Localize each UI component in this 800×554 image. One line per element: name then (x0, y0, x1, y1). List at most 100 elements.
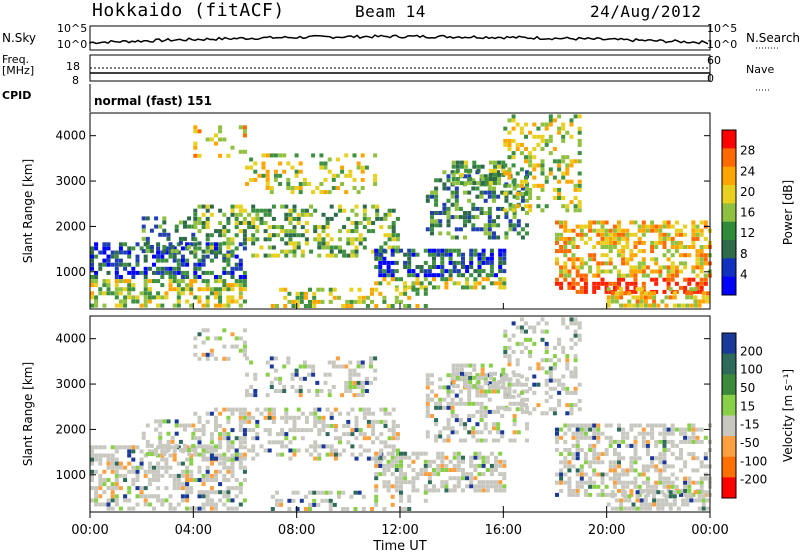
velocity-cell (430, 414, 434, 418)
velocity-cell (654, 443, 659, 448)
velocity-cell (532, 374, 537, 379)
velocity-cell (374, 484, 379, 489)
velocity-cell (456, 476, 461, 481)
velocity-cell (464, 371, 469, 376)
power-cell (222, 241, 227, 246)
power-cell (354, 225, 359, 230)
velocity-cell (374, 463, 379, 468)
power-cell (567, 236, 572, 241)
power-cell (123, 250, 128, 255)
power-cell (147, 295, 152, 300)
velocity-cell (333, 456, 338, 461)
power-cell (563, 269, 568, 274)
velocity-cell (641, 472, 646, 477)
power-cell (354, 245, 359, 250)
power-cell (565, 204, 570, 209)
velocity-cell (444, 463, 449, 468)
power-cell (467, 211, 472, 215)
power-cell (532, 167, 537, 172)
power-cell (583, 224, 588, 229)
velocity-cell (201, 452, 206, 457)
velocity-cell (379, 419, 384, 424)
power-cell (373, 182, 378, 186)
velocity-cell (438, 377, 443, 382)
power-cell (456, 269, 461, 274)
velocity-cell (563, 456, 568, 461)
velocity-cell (191, 443, 196, 448)
velocity-cell (251, 444, 256, 449)
power-cell (629, 269, 634, 274)
velocity-cell (524, 329, 528, 334)
power-cell (436, 252, 441, 257)
velocity-cell (329, 444, 334, 449)
velocity-cell (515, 325, 520, 330)
power-cell (197, 241, 202, 246)
velocity-cell (617, 460, 621, 465)
power-cell (563, 245, 568, 249)
power-cell (255, 208, 260, 213)
velocity-cell (242, 478, 247, 482)
velocity-cell (350, 407, 355, 412)
velocity-cell (658, 439, 663, 444)
velocity-cell (427, 476, 432, 481)
power-cell (242, 233, 247, 238)
power-cell (699, 269, 704, 274)
velocity-cell (288, 448, 293, 453)
velocity-cell (251, 415, 256, 420)
velocity-cell (502, 472, 507, 477)
power-cell (238, 287, 243, 292)
velocity-cell (327, 360, 332, 365)
power-cell (654, 261, 659, 266)
power-cell (350, 249, 355, 254)
velocity-cell (567, 480, 572, 485)
power-cell (333, 245, 338, 250)
power-cell (335, 173, 340, 178)
power-cell (617, 236, 621, 241)
power-cell (218, 221, 223, 225)
power-cell (271, 225, 276, 230)
power-cell (633, 273, 638, 278)
power-cell (234, 299, 239, 304)
velocity-cell (382, 480, 387, 485)
velocity-cell (645, 484, 650, 489)
power-cell (559, 269, 564, 274)
velocity-cell (679, 431, 683, 436)
velocity-cell (273, 376, 278, 381)
power-cell (253, 169, 258, 174)
power-cell (674, 269, 679, 274)
velocity-cell (226, 506, 231, 511)
velocity-cell (295, 490, 300, 495)
velocity-cell (617, 452, 621, 457)
power-cell (323, 161, 328, 166)
velocity-cell (502, 463, 507, 468)
power-cell (205, 270, 210, 275)
velocity-cell (612, 448, 617, 452)
power-cell (650, 240, 655, 245)
power-cell (703, 220, 708, 225)
velocity-cell (569, 317, 574, 322)
velocity-cell (464, 384, 469, 389)
velocity-cell (226, 415, 231, 420)
power-colorbar-segment (722, 203, 736, 223)
power-cell (362, 225, 367, 230)
velocity-cell (114, 473, 119, 478)
velocity-cell (485, 468, 490, 472)
velocity-cell (498, 459, 503, 464)
velocity-cell (571, 423, 576, 428)
velocity-cell (583, 492, 588, 497)
velocity-cell (201, 340, 206, 345)
velocity-cell (629, 427, 634, 432)
power-cell (296, 221, 301, 225)
velocity-cell (563, 472, 568, 477)
velocity-cell (548, 370, 553, 375)
velocity-cell (345, 507, 350, 511)
power-cell (701, 291, 706, 296)
velocity-cell (234, 407, 239, 412)
power-cell (563, 220, 568, 225)
velocity-cell (650, 460, 655, 465)
power-cell (329, 237, 334, 242)
power-cell (625, 240, 630, 245)
power-cell (565, 130, 570, 135)
power-cell (641, 224, 646, 229)
power-cell (617, 277, 621, 282)
